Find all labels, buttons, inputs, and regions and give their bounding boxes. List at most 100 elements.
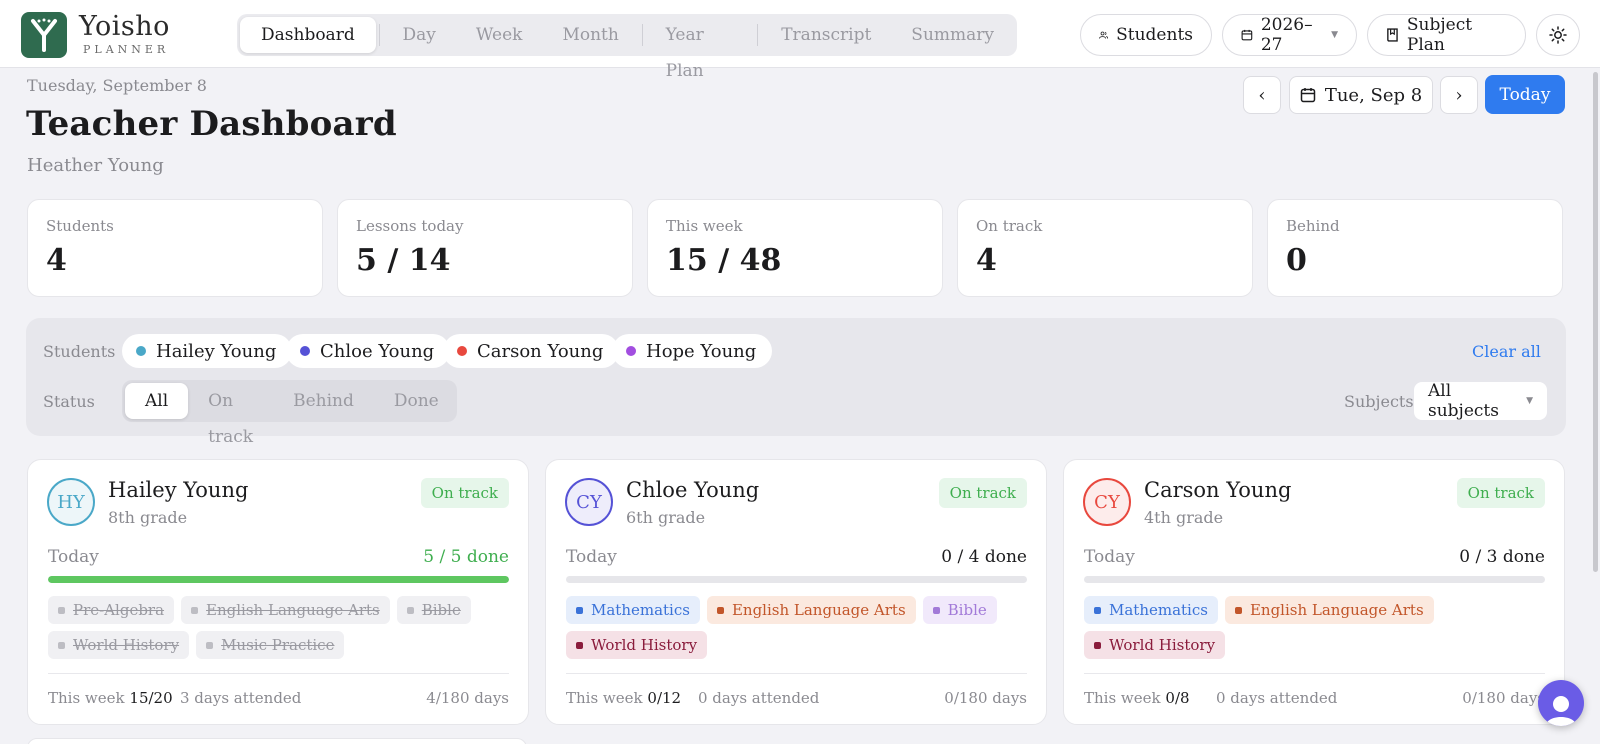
student-chip-chloe[interactable]: Chloe Young bbox=[286, 334, 451, 368]
stat-value: 4 bbox=[46, 243, 67, 278]
subject-tag[interactable]: World History bbox=[566, 631, 708, 659]
subject-tags: Mathematics English Language Arts Bible Wor… bbox=[566, 596, 1036, 659]
today-button[interactable]: Today bbox=[1485, 75, 1565, 114]
subject-plan-button[interactable]: Subject Plan bbox=[1367, 14, 1526, 56]
stat-card-behind: Behind 0 bbox=[1267, 199, 1563, 297]
status-option-on-track[interactable]: On track bbox=[208, 391, 254, 447]
subject-tag[interactable]: Music Practice bbox=[196, 631, 345, 659]
clear-all-link[interactable]: Clear all bbox=[1472, 342, 1541, 361]
today-progress-bar bbox=[1084, 576, 1545, 583]
done-count: 0 / 4 done bbox=[941, 547, 1027, 567]
student-name: Carson Young bbox=[1144, 478, 1292, 502]
school-days-count: 0/180 days bbox=[1462, 689, 1545, 707]
tab-transcript[interactable]: Transcript bbox=[781, 25, 872, 45]
subject-tag-label: Mathematics bbox=[591, 601, 690, 619]
stat-label: This week bbox=[666, 217, 743, 235]
subject-tag[interactable]: World History bbox=[1084, 631, 1226, 659]
student-card-chloe[interactable]: CY Chloe Young 6th grade On track Today 0 / 4… bbox=[545, 459, 1047, 725]
tab-day[interactable]: Day bbox=[402, 25, 436, 45]
stat-value: 0 bbox=[1286, 243, 1307, 278]
student-chip-carson[interactable]: Carson Young bbox=[443, 334, 620, 368]
subjects-select-value: All subjects bbox=[1428, 381, 1499, 421]
status-badge: On track bbox=[420, 478, 509, 508]
brand-name: Yoisho bbox=[79, 11, 170, 42]
date-picker-button[interactable]: Tue, Sep 8 bbox=[1289, 76, 1433, 114]
days-attended: 0 days attended bbox=[698, 689, 820, 707]
stat-card-on-track: On track 4 bbox=[957, 199, 1253, 297]
subject-color-square bbox=[58, 606, 65, 614]
subject-tag[interactable]: Mathematics bbox=[566, 596, 700, 624]
subject-tags: Mathematics English Language Arts World Hi… bbox=[1084, 596, 1554, 659]
subject-color-square bbox=[576, 641, 583, 649]
student-name: Hailey Young bbox=[108, 478, 249, 502]
app-logo[interactable] bbox=[21, 12, 67, 58]
progress-fill bbox=[48, 576, 509, 583]
chevron-right-icon: › bbox=[1455, 84, 1463, 106]
subject-plan-label: Subject Plan bbox=[1406, 15, 1473, 55]
student-chip-hailey[interactable]: Hailey Young bbox=[122, 334, 293, 368]
subject-tag[interactable]: English Language Arts bbox=[706, 596, 916, 624]
stat-card-this-week: This week 15 / 48 bbox=[647, 199, 943, 297]
week-value: 15/20 bbox=[129, 689, 173, 707]
student-grade: 6th grade bbox=[626, 508, 706, 527]
theme-toggle-button[interactable] bbox=[1536, 14, 1580, 56]
book-icon bbox=[1387, 28, 1398, 42]
subject-color-square bbox=[932, 606, 940, 614]
avatar: CY bbox=[565, 478, 613, 526]
subjects-select[interactable]: All subjects ▼ bbox=[1414, 381, 1547, 421]
subject-tag-label: Bible bbox=[947, 601, 987, 619]
student-card-hope[interactable] bbox=[27, 738, 527, 744]
subject-tags: Pre-Algebra English Language Arts Bible Wor… bbox=[48, 596, 518, 659]
week-progress: This week 15/20 bbox=[48, 689, 173, 707]
calendar-icon bbox=[1300, 88, 1316, 103]
stat-label: On track bbox=[976, 217, 1043, 235]
account-avatar-button[interactable] bbox=[1538, 680, 1584, 726]
subject-tag[interactable]: World History bbox=[48, 631, 190, 659]
avatar: HY bbox=[47, 478, 95, 526]
subject-color-square bbox=[576, 606, 583, 614]
calendar-icon bbox=[1241, 29, 1253, 41]
divider bbox=[566, 673, 1027, 674]
subject-tag[interactable]: English Language Arts bbox=[181, 596, 390, 624]
student-card-carson[interactable]: CY Carson Young 4th grade On track Today 0 / … bbox=[1063, 459, 1565, 725]
week-label: This week bbox=[1084, 689, 1161, 707]
student-chip-hope[interactable]: Hope Young bbox=[612, 334, 773, 368]
subject-tag[interactable]: English Language Arts bbox=[1224, 596, 1434, 624]
subject-tag-label: English Language Arts bbox=[1249, 601, 1424, 619]
school-year-select[interactable]: 2026–27 ▼ bbox=[1222, 14, 1357, 56]
status-option-behind[interactable]: Behind bbox=[293, 391, 354, 411]
tab-year-plan[interactable]: Year Plan bbox=[665, 25, 704, 81]
students-button[interactable]: Students bbox=[1080, 14, 1212, 56]
subject-tag-label: World History bbox=[1109, 636, 1216, 654]
week-progress: This week 0/8 bbox=[1084, 689, 1190, 707]
today-label: Today bbox=[1084, 547, 1135, 567]
previous-day-button[interactable]: ‹ bbox=[1243, 76, 1281, 114]
student-color-dot bbox=[626, 346, 636, 356]
student-card-hailey[interactable]: HY Hailey Young 8th grade On track Today 5 / … bbox=[27, 459, 529, 725]
subject-tag[interactable]: Bible bbox=[922, 596, 997, 624]
students-filter-label: Students bbox=[43, 342, 116, 361]
tab-dashboard[interactable]: Dashboard bbox=[240, 17, 376, 53]
brand-subtitle: PLANNER bbox=[83, 43, 170, 56]
page-scrollbar[interactable] bbox=[1593, 72, 1598, 572]
avatar: CY bbox=[1083, 478, 1131, 526]
today-label: Today bbox=[48, 547, 99, 567]
date-picker-value: Tue, Sep 8 bbox=[1324, 84, 1423, 106]
tab-month[interactable]: Month bbox=[562, 25, 619, 45]
week-label: This week bbox=[566, 689, 643, 707]
tab-week[interactable]: Week bbox=[475, 25, 523, 45]
week-value: 0/8 bbox=[1165, 689, 1190, 707]
stat-value: 4 bbox=[976, 243, 997, 278]
next-day-button[interactable]: › bbox=[1440, 76, 1478, 114]
subject-tag[interactable]: Bible bbox=[396, 596, 471, 624]
subject-tag[interactable]: Mathematics bbox=[1084, 596, 1218, 624]
student-color-dot bbox=[300, 346, 310, 356]
subject-tag[interactable]: Pre-Algebra bbox=[48, 596, 175, 624]
subject-color-square bbox=[206, 641, 214, 649]
tab-summary[interactable]: Summary bbox=[911, 25, 994, 45]
chevron-down-icon: ▼ bbox=[1526, 396, 1533, 406]
week-label: This week bbox=[48, 689, 125, 707]
status-option-done[interactable]: Done bbox=[393, 391, 439, 411]
status-option-all[interactable]: All bbox=[125, 383, 189, 419]
week-progress: This week 0/12 bbox=[566, 689, 681, 707]
